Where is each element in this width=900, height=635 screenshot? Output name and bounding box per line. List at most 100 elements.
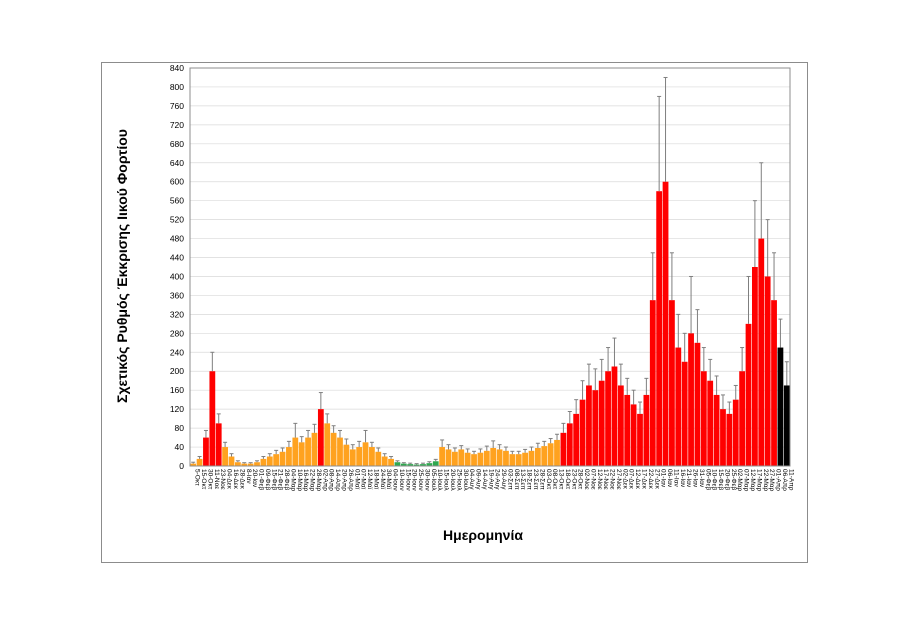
x-tick-label: 25-Ιουν xyxy=(417,469,424,491)
y-tick-label: 800 xyxy=(170,82,184,92)
x-tick-label: 31-Ιαν xyxy=(698,469,705,487)
x-tick-label: 20-Απρ xyxy=(341,469,348,491)
x-tick-label: 27-Νοε xyxy=(615,469,622,490)
bar xyxy=(681,361,688,466)
x-tick-label: 10-Ιουλ xyxy=(436,469,443,491)
x-tick-label: 02-Απρ xyxy=(321,469,328,491)
x-tick-label: 17-Νοε xyxy=(602,469,609,490)
x-tick-label: 09-Φεβ xyxy=(264,469,271,490)
bar xyxy=(477,452,484,466)
bar xyxy=(432,461,439,466)
y-tick-label: 120 xyxy=(170,404,184,414)
bar xyxy=(196,458,203,466)
x-tick-label: 27-Δεκ xyxy=(653,469,660,490)
chart-frame xyxy=(101,62,808,563)
x-tick-label: 02-Μαρ xyxy=(736,469,743,492)
y-tick-label: 200 xyxy=(170,366,184,376)
x-tick-label: 15-Ιουν xyxy=(404,469,411,491)
bar xyxy=(298,442,305,466)
bar xyxy=(247,463,254,466)
x-tick-label: 14-Απρ xyxy=(334,469,341,491)
bar xyxy=(452,451,458,466)
x-tick-label: 17-Μαρ xyxy=(755,469,762,492)
bar xyxy=(515,454,522,466)
x-tick-label: 28-Οκτ xyxy=(577,469,584,490)
x-tick-label: 06-Ιαν xyxy=(666,469,673,487)
x-tick-label: 15-Ιουλ xyxy=(443,469,450,491)
bar xyxy=(669,300,675,466)
x-tick-label: 20-Ιουν xyxy=(411,469,418,491)
bar xyxy=(611,366,618,466)
bar xyxy=(720,409,726,466)
bar xyxy=(700,371,707,466)
bar xyxy=(228,456,235,466)
bar xyxy=(541,446,548,466)
x-tick-label: 01-Φεβ xyxy=(258,469,265,490)
bar xyxy=(605,371,611,466)
x-tick-label: 25-Ιουλ xyxy=(455,469,462,491)
bar xyxy=(739,371,746,466)
bar xyxy=(566,423,573,466)
bar xyxy=(330,432,337,466)
x-tick-label: 11-Ιαν xyxy=(672,469,679,487)
y-tick-label: 80 xyxy=(175,423,185,433)
x-tick-label: 22-Μαρ xyxy=(762,469,769,492)
bar xyxy=(617,385,624,466)
x-tick-label: 10-Μαρ xyxy=(296,469,303,492)
bar xyxy=(560,432,567,466)
bar xyxy=(528,450,535,466)
bar xyxy=(343,444,350,466)
x-tick-label: 11-Απρ xyxy=(787,469,794,491)
bar xyxy=(369,447,375,466)
bar xyxy=(286,447,292,466)
bar xyxy=(260,458,267,466)
bar xyxy=(713,394,720,466)
bar xyxy=(522,452,528,466)
bar xyxy=(375,451,382,466)
bar xyxy=(471,454,477,466)
bar xyxy=(203,437,209,466)
bar xyxy=(458,449,465,466)
x-tick-label: 05-Ιουλ xyxy=(430,469,437,491)
x-tick-label: 13-Σεπ xyxy=(519,469,526,490)
y-tick-label: 40 xyxy=(175,442,185,452)
x-tick-label: 13-Οκτ xyxy=(558,469,565,490)
bar xyxy=(637,413,643,466)
x-tick-label: 26-Απρ xyxy=(347,469,354,491)
x-tick-label: 20-Φεβ xyxy=(723,469,730,490)
bar xyxy=(234,462,241,466)
bar xyxy=(586,385,592,466)
x-tick-label: 07-Δεκ xyxy=(628,469,635,490)
x-tick-label: 04-Μαρ xyxy=(289,469,296,492)
x-tick-label: 28-Φεβ xyxy=(283,469,290,490)
bar xyxy=(649,300,656,466)
y-tick-label: 640 xyxy=(170,158,184,168)
bar xyxy=(592,390,599,466)
y-tick-label: 760 xyxy=(170,101,184,111)
x-tick-label: 24-Αυγ xyxy=(494,469,501,490)
x-tick-label: 30-Ιουλ xyxy=(462,469,469,491)
bar xyxy=(675,347,682,466)
x-tick-label: 24-Μαϊ xyxy=(379,469,386,490)
bar xyxy=(241,463,248,466)
bar xyxy=(503,450,509,466)
x-tick-label: 11-Νοε xyxy=(213,469,220,489)
y-tick-label: 680 xyxy=(170,139,184,149)
bar xyxy=(656,191,663,466)
x-tick-label: 05-Φεβ xyxy=(704,469,711,490)
bar xyxy=(279,451,286,466)
bar xyxy=(630,404,637,466)
x-tick-label: 16-Δεκ xyxy=(232,469,239,490)
bar xyxy=(266,456,273,466)
x-tick-label: 22-Δεκ xyxy=(647,469,654,490)
bar xyxy=(534,447,541,466)
y-tick-label: 280 xyxy=(170,328,184,338)
x-tick-label: 22-Μαρ xyxy=(309,469,316,492)
x-tick-label: 16-Ιαν xyxy=(679,469,686,487)
x-tick-label: 30-Οκτ xyxy=(206,469,213,490)
x-tick-label: 28-Μαρ xyxy=(315,469,322,492)
bar xyxy=(758,238,765,466)
bar xyxy=(190,463,197,466)
y-tick-label: 0 xyxy=(179,461,184,471)
bar xyxy=(413,464,420,466)
